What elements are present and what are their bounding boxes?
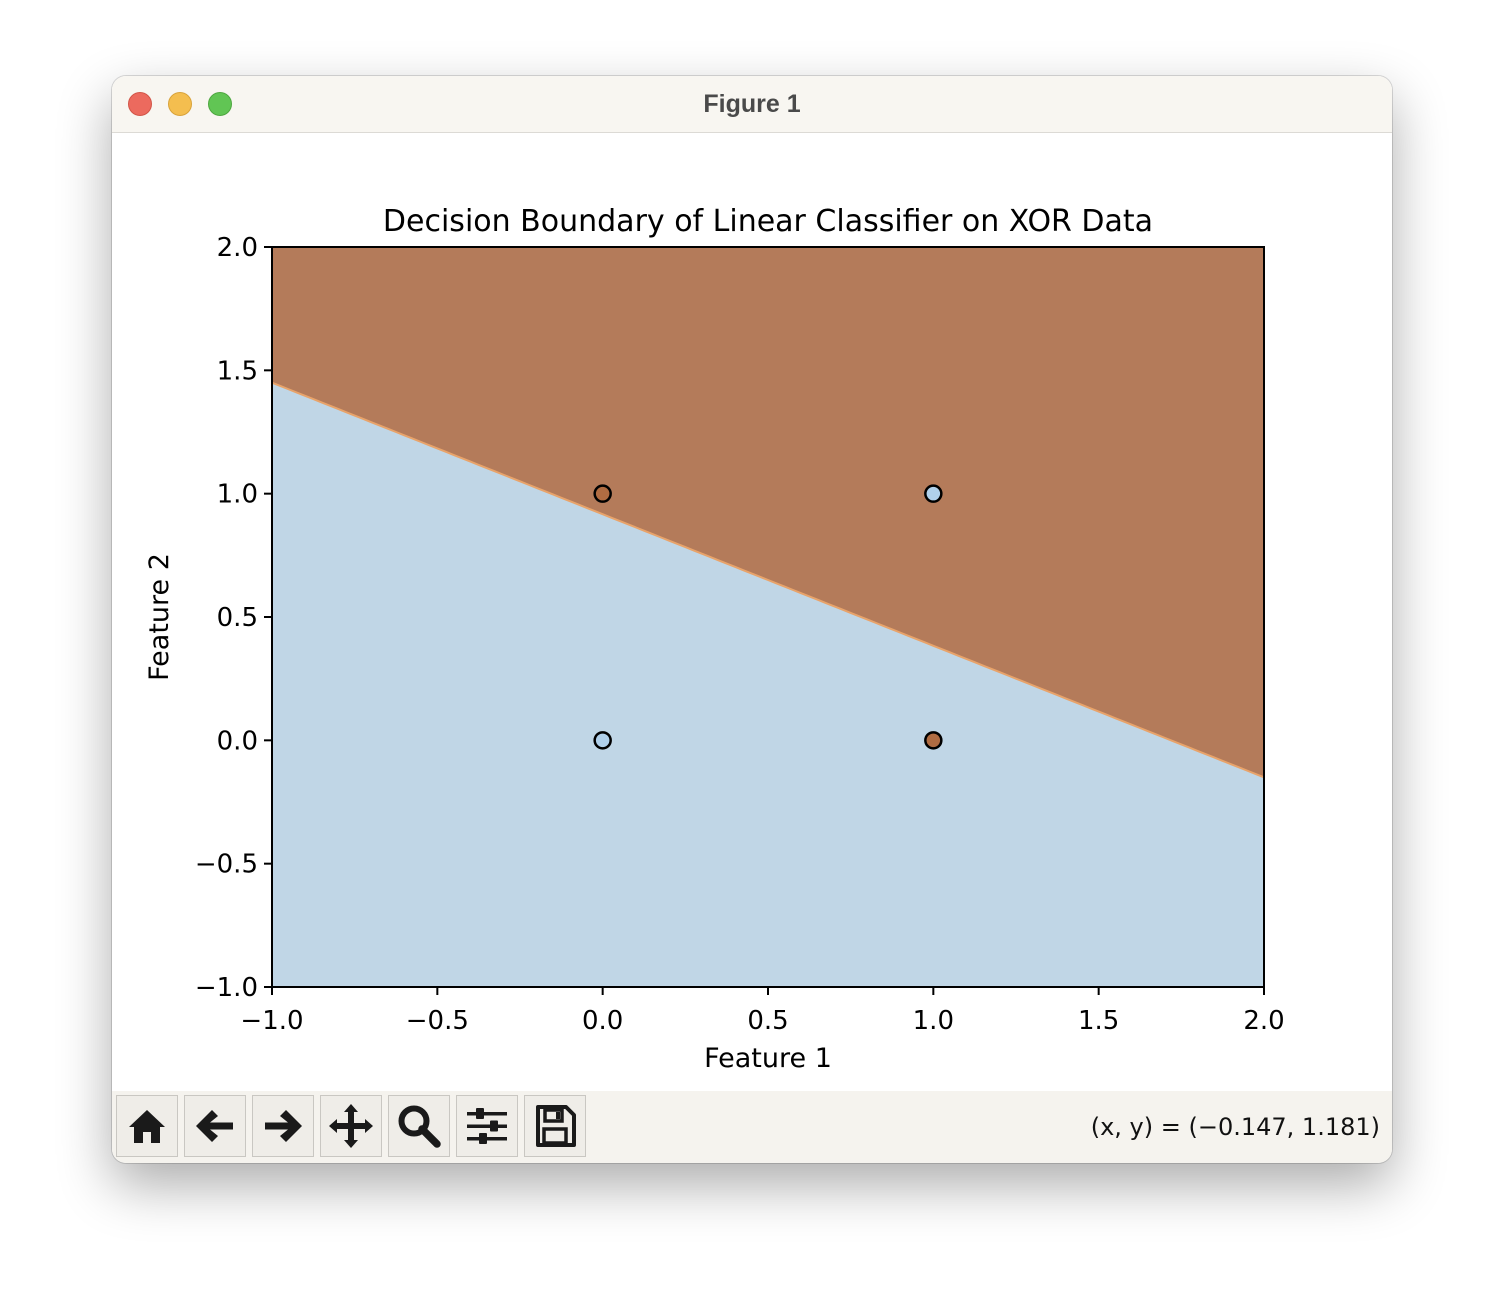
data-point-class-1[interactable]	[924, 731, 943, 750]
data-point-class-0[interactable]	[593, 731, 612, 750]
window-title: Figure 1	[703, 90, 801, 118]
decision-region-class-0	[272, 382, 1264, 987]
x-tick-label: 1.0	[913, 1006, 954, 1036]
forward-button[interactable]	[252, 1095, 314, 1157]
x-tick-label: 2.0	[1243, 1006, 1284, 1036]
floppy-disk-icon	[536, 1105, 576, 1147]
sliders-icon	[467, 1108, 507, 1144]
configure-subplots-button[interactable]	[456, 1095, 518, 1157]
decision-region-class-1	[272, 247, 1264, 778]
figure-window: Figure 1 −1.0 −0.5 0.0 0.5 1.0 1.5 2.0 −1.0 −0.…	[112, 76, 1392, 1163]
x-tick-label: 0.5	[747, 1006, 788, 1036]
arrow-left-icon	[196, 1110, 233, 1142]
home-button[interactable]	[116, 1095, 178, 1157]
zoom-button[interactable]	[388, 1095, 450, 1157]
chart-title: Decision Boundary of Linear Classifier o…	[383, 204, 1153, 239]
arrow-right-icon	[265, 1110, 302, 1142]
figure-canvas[interactable]: −1.0 −0.5 0.0 0.5 1.0 1.5 2.0 −1.0 −0.5 0.0 0.5 1.…	[112, 133, 1392, 1091]
x-axis-label: Feature 1	[704, 1043, 832, 1074]
data-point-class-1[interactable]	[593, 484, 612, 503]
save-button[interactable]	[524, 1095, 586, 1157]
decision-boundary-chart[interactable]: −1.0 −0.5 0.0 0.5 1.0 1.5 2.0 −1.0 −0.5 0.0 0.5 1.…	[112, 133, 1392, 1091]
title-bar[interactable]: Figure 1	[112, 76, 1392, 133]
y-tick-label: 1.0	[217, 480, 258, 510]
y-tick-label: 0.5	[217, 603, 258, 633]
x-tick-label: −0.5	[406, 1006, 469, 1036]
back-button[interactable]	[184, 1095, 246, 1157]
x-tick-label: 0.0	[582, 1006, 623, 1036]
y-tick-label: −1.0	[195, 973, 258, 1003]
magnifier-icon	[398, 1105, 441, 1148]
home-icon	[129, 1110, 165, 1143]
pan-button[interactable]	[320, 1095, 382, 1157]
decision-boundary-line	[272, 381, 1264, 779]
y-tick-label: 1.5	[217, 356, 258, 386]
data-point-class-0[interactable]	[924, 484, 943, 503]
x-tick-label: −1.0	[240, 1006, 303, 1036]
y-axis-label: Feature 2	[144, 553, 175, 681]
x-tick-label: 1.5	[1078, 1006, 1119, 1036]
y-tick-label: 0.0	[217, 726, 258, 756]
minimize-window-button[interactable]	[168, 92, 192, 116]
y-tick-label: 2.0	[217, 233, 258, 263]
maximize-window-button[interactable]	[208, 92, 232, 116]
move-icon	[329, 1104, 373, 1148]
cursor-coordinates: (x, y) = (−0.147, 1.181)	[1090, 1113, 1380, 1141]
y-tick-label: −0.5	[195, 850, 258, 880]
close-window-button[interactable]	[128, 92, 152, 116]
navigation-toolbar: (x, y) = (−0.147, 1.181)	[112, 1091, 1392, 1163]
